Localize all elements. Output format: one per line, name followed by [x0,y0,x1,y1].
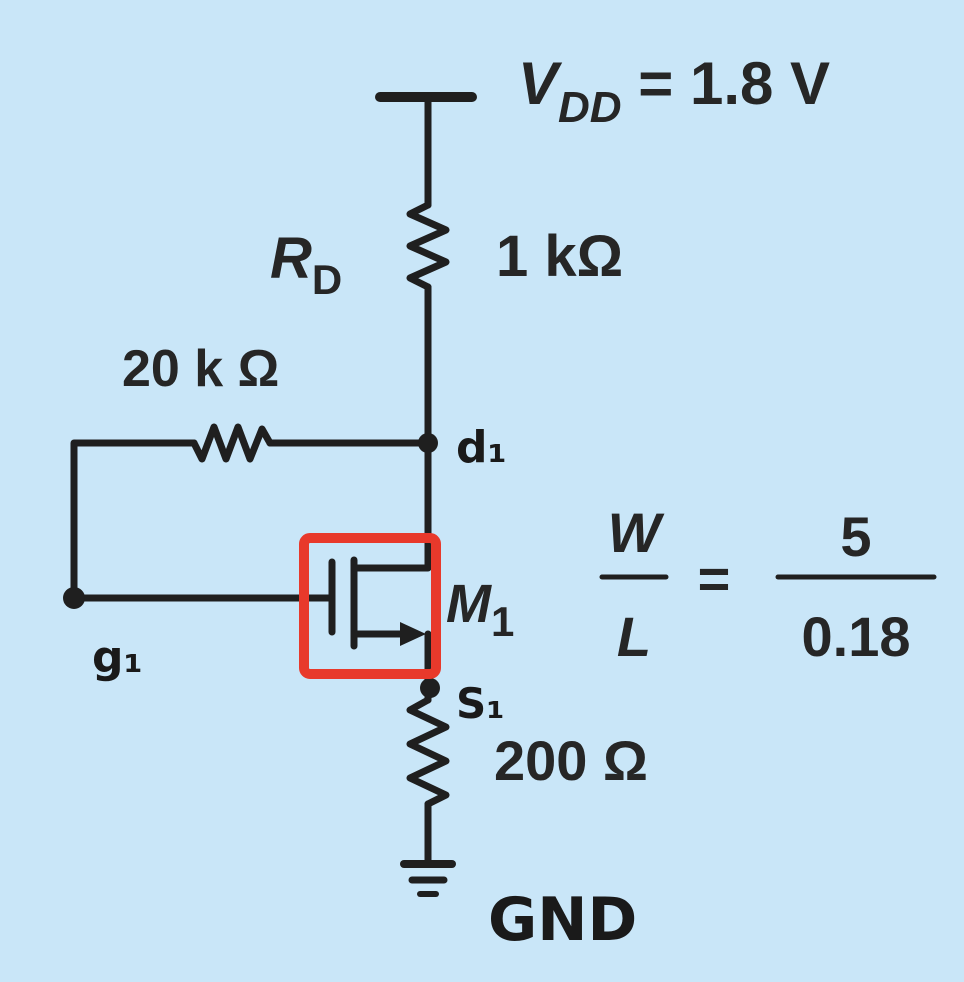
w-symbol: W [608,501,665,564]
source-resistor-value: 200 Ω [494,729,648,792]
source-resistor [406,696,450,808]
source-arrow [400,622,426,646]
vdd-label: VDD = 1.8 V [518,50,830,132]
wire-rf-to-gate [70,439,198,602]
source-node-label: S₁ [456,679,505,728]
gate-node-dot [63,587,85,609]
rd-value: 1 kΩ [496,224,623,289]
feedback-resistor-value: 20 k Ω [122,340,279,398]
l-value: 0.18 [802,605,911,668]
rd-label: RD [270,226,342,303]
equals-sign: = [698,547,731,610]
l-symbol: L [617,605,651,668]
source-node-dot [420,678,440,698]
drain-leg [350,436,432,572]
drain-node-label: d₁ [456,422,507,473]
m1-label: M1 [446,574,514,645]
m1-highlight-box [299,533,441,679]
ground-label: GND [488,885,637,955]
rd-resistor [406,201,450,291]
drain-node-dot [418,433,438,453]
w-value: 5 [840,505,871,568]
gate-node-label: g₁ [92,632,143,683]
feedback-resistor [190,423,274,463]
